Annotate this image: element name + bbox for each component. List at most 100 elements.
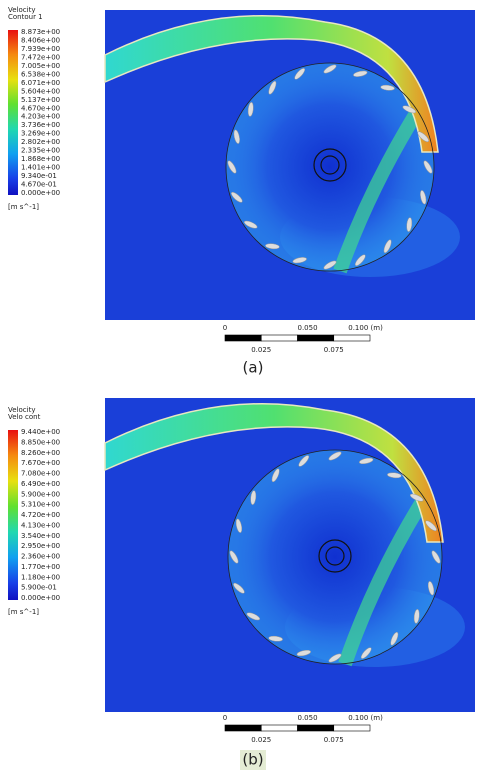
hub [313,148,347,182]
rotor-outline [227,449,443,665]
legend-value: 3.269e+00 [21,130,60,138]
blade [406,217,413,232]
jet [333,103,426,274]
legend-value: 7.005e+00 [21,62,60,70]
scale-label: 0.075 [324,736,344,744]
legend-value: 5.900e-01 [21,584,57,592]
blade [431,550,441,564]
blade [246,612,261,621]
blade [268,80,277,95]
blade [227,160,237,174]
legend-value: 9.340e-01 [21,172,57,180]
legend-value: 6.538e+00 [21,70,60,78]
scale-segment [297,334,335,342]
legend-value: 1.401e+00 [21,164,60,172]
caption-highlight [240,750,266,770]
blade [413,609,420,624]
blade [328,451,342,461]
legend-value: 8.873e+00 [21,28,60,36]
legend-unit: [m s^-1] [8,203,39,211]
legend-title: Contour 1 [8,13,43,21]
blade [360,647,372,659]
scale-label: 0.025 [251,346,271,354]
legend-value: 5.900e+00 [21,490,60,498]
legend-title: Velocity [8,406,35,414]
scale-segment [224,724,262,732]
legend-value: 1.770e+00 [21,563,60,571]
legend-value: 2.950e+00 [21,542,60,550]
blade [425,520,437,532]
blade [233,582,245,594]
blade [387,472,402,479]
scale-segment [333,724,371,732]
legend-value: 4.130e+00 [21,521,60,529]
blade [271,468,280,483]
legend-value: 2.335e+00 [21,147,60,155]
color-bar [8,430,18,600]
blade [354,254,366,266]
blade [420,190,427,205]
legend-value: 1.868e+00 [21,155,60,163]
caption: (b) [242,751,263,769]
legend-value: 4.720e+00 [21,511,60,519]
legend-value: 3.736e+00 [21,121,60,129]
caption: (a) [243,359,264,377]
blade [233,129,240,144]
scale-segment [260,334,298,342]
legend-value: 6.071e+00 [21,79,60,87]
legend-value: 6.490e+00 [21,480,60,488]
blade [292,257,307,264]
scale-label: 0.100 (m) [348,324,383,332]
blade [323,260,337,270]
legend-value: 7.472e+00 [21,53,60,61]
legend-value: 7.670e+00 [21,459,60,467]
legend-value: 8.406e+00 [21,36,60,44]
blade [250,490,257,505]
scale-segment [333,334,371,342]
blade [380,84,395,91]
legend-value: 4.670e-01 [21,181,57,189]
scale-label: 0.100 (m) [348,714,383,722]
legend-unit: [m s^-1] [8,608,39,616]
hub [318,539,352,573]
legend-value: 3.540e+00 [21,532,60,540]
volute [104,403,444,543]
rotor-outline [225,62,435,272]
scale-label: 0.075 [324,346,344,354]
legend-value: 8.260e+00 [21,449,60,457]
legend-value: 4.670e+00 [21,104,60,112]
legend-value: 4.203e+00 [21,113,60,121]
blade [265,243,280,250]
blade [353,70,368,77]
blade [294,68,306,80]
blade [328,653,342,663]
blade [423,160,433,174]
legend-value: 9.440e+00 [21,428,60,436]
legend-value: 2.802e+00 [21,138,60,146]
legend-value: 0.000e+00 [21,189,60,197]
blade [229,550,239,564]
blade [243,220,258,229]
blade [323,64,337,74]
scale-label: 0.025 [251,736,271,744]
jet [338,493,431,667]
scale-label: 0 [223,714,227,722]
scale-label: 0 [223,324,227,332]
blade [296,649,311,657]
blade [409,493,424,502]
shaft [325,546,345,566]
blade [298,455,310,467]
rotor-flow [228,450,442,664]
blade [359,457,374,465]
legend-value: 8.850e+00 [21,438,60,446]
blade [383,239,392,254]
legend-value: 7.939e+00 [21,45,60,53]
scale-segment [224,334,262,342]
blade [417,131,429,143]
blade [268,635,283,642]
blade [427,581,435,596]
blade [231,191,243,203]
